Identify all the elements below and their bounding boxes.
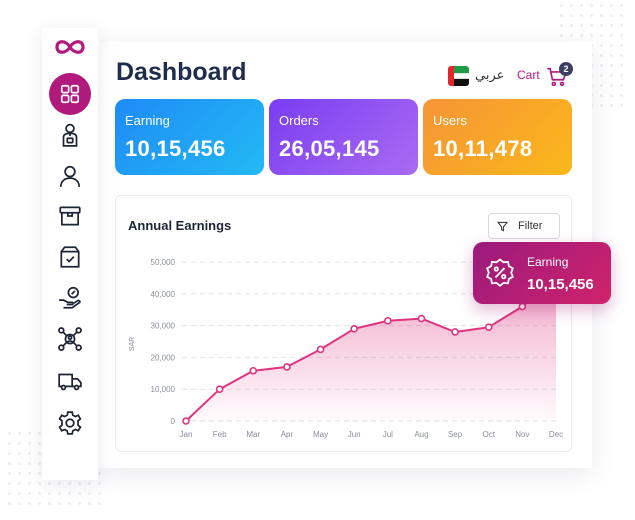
orders-card[interactable]: Orders 26,05,145 (269, 99, 418, 175)
chart-x-tick-label: Oct (483, 430, 496, 439)
chart-y-tick-label: 20,000 (151, 353, 176, 362)
chart-data-point[interactable] (384, 317, 392, 325)
popup-label: Earning (527, 255, 569, 269)
chart-data-point[interactable] (283, 363, 291, 371)
chart-y-axis-label: SAR (129, 337, 136, 351)
chart-data-point[interactable] (451, 328, 459, 336)
chart-x-tick-label: Sep (448, 430, 463, 439)
dashboard-grid-icon (60, 84, 80, 104)
earning-highlight-popup: Earning 10,15,456 (473, 242, 611, 304)
order-box-icon (60, 246, 80, 268)
sidebar-item-dashboard[interactable] (49, 73, 91, 115)
sidebar-item-orders[interactable] (48, 239, 92, 275)
payment-hand-icon (59, 286, 81, 309)
sidebar-item-payments[interactable] (48, 280, 92, 316)
annual-earnings-chart: 0 10,000 20,000 30,000 40,000 50,000 Jan Feb Ma… (129, 258, 563, 439)
chart-data-point[interactable] (350, 324, 358, 333)
chart-x-tick-label: May (313, 430, 328, 439)
cart-count-badge: 2 (559, 62, 573, 76)
chart-x-tick-label: Nov (515, 430, 529, 439)
orders-card-value: 26,05,145 (279, 136, 380, 161)
chart-x-tick-label: Aug (414, 430, 428, 439)
chart-y-tick-label: 10,000 (151, 385, 176, 394)
filter-funnel-icon (497, 221, 508, 231)
page-title: Dashboard (116, 58, 247, 86)
users-card-label: Users (433, 113, 467, 128)
chart-area-fill (186, 277, 556, 421)
sidebar-item-settings[interactable] (48, 405, 92, 441)
employee-icon (62, 123, 78, 147)
language-switch[interactable]: عربي (475, 67, 505, 82)
chart-data-point[interactable] (249, 366, 258, 375)
chart-y-tick-label: 40,000 (151, 290, 176, 299)
settings-icon (58, 411, 82, 435)
users-card-value: 10,11,478 (433, 136, 533, 161)
chart-x-tick-label: Dec (549, 430, 563, 439)
annual-earnings-chart-card: 0 10,000 20,000 30,000 40,000 50,000 Jan Feb Ma… (115, 195, 572, 452)
network-icon (58, 327, 82, 351)
sidebar-item-stores[interactable] (48, 198, 92, 234)
chart-x-tick-label: Jul (383, 430, 393, 439)
sidebar (42, 28, 98, 480)
delivery-truck-icon (58, 373, 82, 391)
chart-data-point[interactable] (215, 385, 224, 393)
filter-button-label: Filter (518, 220, 543, 232)
store-icon (59, 206, 81, 226)
sidebar-item-users[interactable] (48, 158, 92, 194)
uae-flag-icon[interactable] (448, 66, 469, 86)
chart-x-tick-label: Jan (180, 430, 193, 439)
popup-value: 10,15,456 (527, 276, 594, 293)
filter-button[interactable]: Filter (488, 213, 560, 239)
chart-x-tick-label: Jun (348, 430, 361, 439)
orders-card-label: Orders (279, 113, 319, 128)
chart-y-tick-label: 0 (171, 417, 176, 426)
chart-data-point[interactable] (518, 302, 527, 311)
chart-y-tick-label: 50,000 (151, 258, 176, 267)
sidebar-item-employees[interactable] (48, 117, 92, 153)
chart-data-point[interactable] (182, 417, 190, 425)
app-logo-icon (55, 40, 85, 54)
chart-x-tick-label: Feb (213, 430, 227, 439)
earning-card-value: 10,15,456 (125, 136, 226, 161)
chart-title: Annual Earnings (128, 218, 232, 233)
discount-badge-icon (486, 258, 514, 287)
earning-card[interactable]: Earning 10,15,456 (115, 99, 264, 175)
chart-y-tick-label: 30,000 (151, 322, 176, 331)
chart-data-point[interactable] (316, 345, 325, 354)
earning-card-label: Earning (125, 113, 170, 128)
chart-data-point[interactable] (484, 323, 493, 331)
chart-data-point[interactable] (417, 314, 426, 323)
cart-link[interactable]: Cart (517, 68, 540, 82)
users-card[interactable]: Users 10,11,478 (423, 99, 572, 175)
chart-series-line (185, 277, 557, 422)
chart-x-tick-label: Apr (281, 430, 294, 439)
user-icon (59, 165, 81, 187)
chart-x-tick-label: Mar (246, 430, 260, 439)
sidebar-item-network[interactable] (48, 321, 92, 357)
sidebar-item-delivery[interactable] (48, 363, 92, 399)
